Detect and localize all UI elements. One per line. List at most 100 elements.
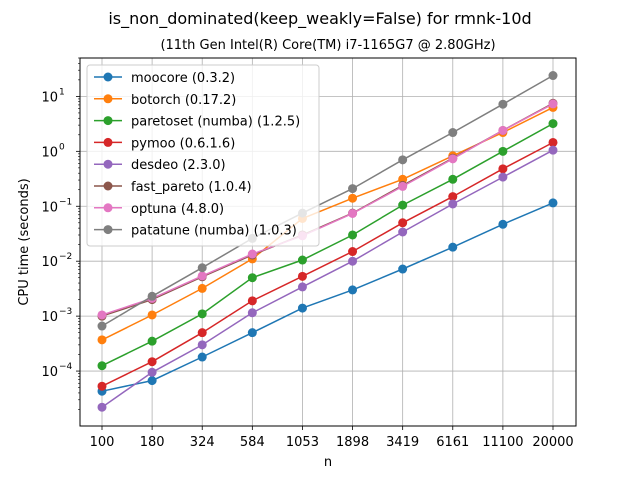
data-point [147, 357, 157, 367]
y-tick-label: 10 [41, 255, 58, 270]
data-point [548, 145, 558, 155]
data-point [348, 230, 358, 240]
data-point [197, 283, 207, 293]
y-tick-label: 10 [41, 365, 58, 380]
series-0 [97, 198, 558, 396]
data-point [147, 376, 157, 386]
legend-label: moocore (0.3.2) [131, 71, 235, 86]
data-point [548, 137, 558, 147]
series-line [101, 141, 554, 387]
series-layer [97, 71, 558, 412]
y-tick-label: 10 [41, 200, 58, 215]
plot-area-frame [79, 57, 577, 427]
y-axis-label: CPU time (seconds) [17, 178, 32, 305]
legend-marker [103, 116, 113, 126]
data-point [498, 172, 508, 182]
legend-label: paretoset (numba) (1.2.5) [131, 115, 300, 130]
data-point [97, 361, 107, 371]
legend-label: patatune (numba) (1.0.3) [131, 224, 297, 239]
legend: moocore (0.3.2) botorch (0.17.2) paretoset… [86, 64, 320, 247]
data-point [398, 227, 408, 237]
series-4 [97, 145, 558, 412]
x-axis-label: n [324, 455, 332, 470]
data-point [448, 199, 458, 209]
x-tick-label: 20000 [532, 435, 573, 450]
x-tick-label: 324 [190, 435, 215, 450]
y-tick-base: 10 [41, 200, 58, 215]
series-line [101, 149, 554, 408]
data-point [398, 218, 408, 228]
data-point [197, 340, 207, 350]
legend-marker [103, 181, 113, 191]
data-point [498, 164, 508, 174]
y-tick-base: 10 [41, 255, 58, 270]
data-point [247, 328, 257, 338]
data-point [398, 200, 408, 210]
data-point [348, 285, 358, 295]
data-point [97, 335, 107, 345]
data-point [97, 310, 107, 320]
y-tick-exponent: 1 [59, 87, 65, 97]
legend-label: optuna (4.8.0) [131, 202, 224, 217]
x-tick-label: 6161 [436, 435, 469, 450]
legend-marker [103, 225, 113, 235]
series-2 [97, 119, 558, 371]
y-tick-label: 10 [41, 310, 58, 325]
y-tick-exponent: −4 [59, 362, 73, 372]
legend-label: desdeo (2.3.0) [131, 158, 226, 173]
legend-marker [103, 203, 113, 213]
y-tick-base: 10 [41, 145, 58, 160]
data-point [197, 263, 207, 273]
data-point [147, 367, 157, 377]
legend-label: pymoo (0.6.1.6) [131, 136, 235, 151]
data-point [247, 273, 257, 283]
y-tick-exponent: −3 [59, 307, 72, 317]
series-line [101, 202, 554, 392]
data-point [448, 192, 458, 202]
x-tick-label: 180 [140, 435, 165, 450]
chart-subtitle: (11th Gen Intel(R) Core(TM) i7-1165G7 @ … [160, 38, 495, 53]
data-point [297, 303, 307, 313]
data-point [398, 181, 408, 191]
data-point [197, 328, 207, 338]
data-point [297, 271, 307, 281]
legend-marker [103, 159, 113, 169]
series-3 [97, 137, 558, 391]
data-point [197, 352, 207, 362]
data-point [348, 193, 358, 203]
data-point [348, 208, 358, 218]
data-point [498, 99, 508, 109]
data-point [348, 184, 358, 194]
data-point [498, 219, 508, 229]
data-point [247, 308, 257, 318]
legend-label: fast_pareto (1.0.4) [131, 180, 252, 195]
y-tick-exponent: 0 [59, 142, 65, 152]
y-tick-exponent: −2 [59, 252, 72, 262]
legend-marker [103, 94, 113, 104]
legend-label: botorch (0.17.2) [131, 93, 236, 108]
legend-marker [103, 72, 113, 82]
x-tick-label: 11100 [482, 435, 523, 450]
data-point [548, 119, 558, 129]
data-point [297, 282, 307, 292]
data-point [548, 99, 558, 109]
y-tick-exponent: −1 [59, 197, 72, 207]
data-point [297, 255, 307, 265]
series-line [101, 74, 554, 327]
x-tick-label: 1053 [286, 435, 319, 450]
data-point [448, 154, 458, 164]
x-tick-label: 100 [90, 435, 115, 450]
data-point [348, 247, 358, 257]
y-tick-label: 10 [41, 145, 58, 160]
chart-title: is_non_dominated(keep_weakly=False) for … [108, 9, 531, 29]
data-point [147, 291, 157, 301]
axis-ticks: 100 180 324 584 1053 1898 3419 6161 11100 2000010… [41, 57, 574, 450]
y-tick-base: 10 [41, 90, 58, 105]
data-point [97, 402, 107, 412]
data-point [448, 242, 458, 252]
data-point [398, 155, 408, 165]
x-tick-label: 1898 [336, 435, 369, 450]
data-point [498, 146, 508, 156]
data-point [498, 125, 508, 135]
